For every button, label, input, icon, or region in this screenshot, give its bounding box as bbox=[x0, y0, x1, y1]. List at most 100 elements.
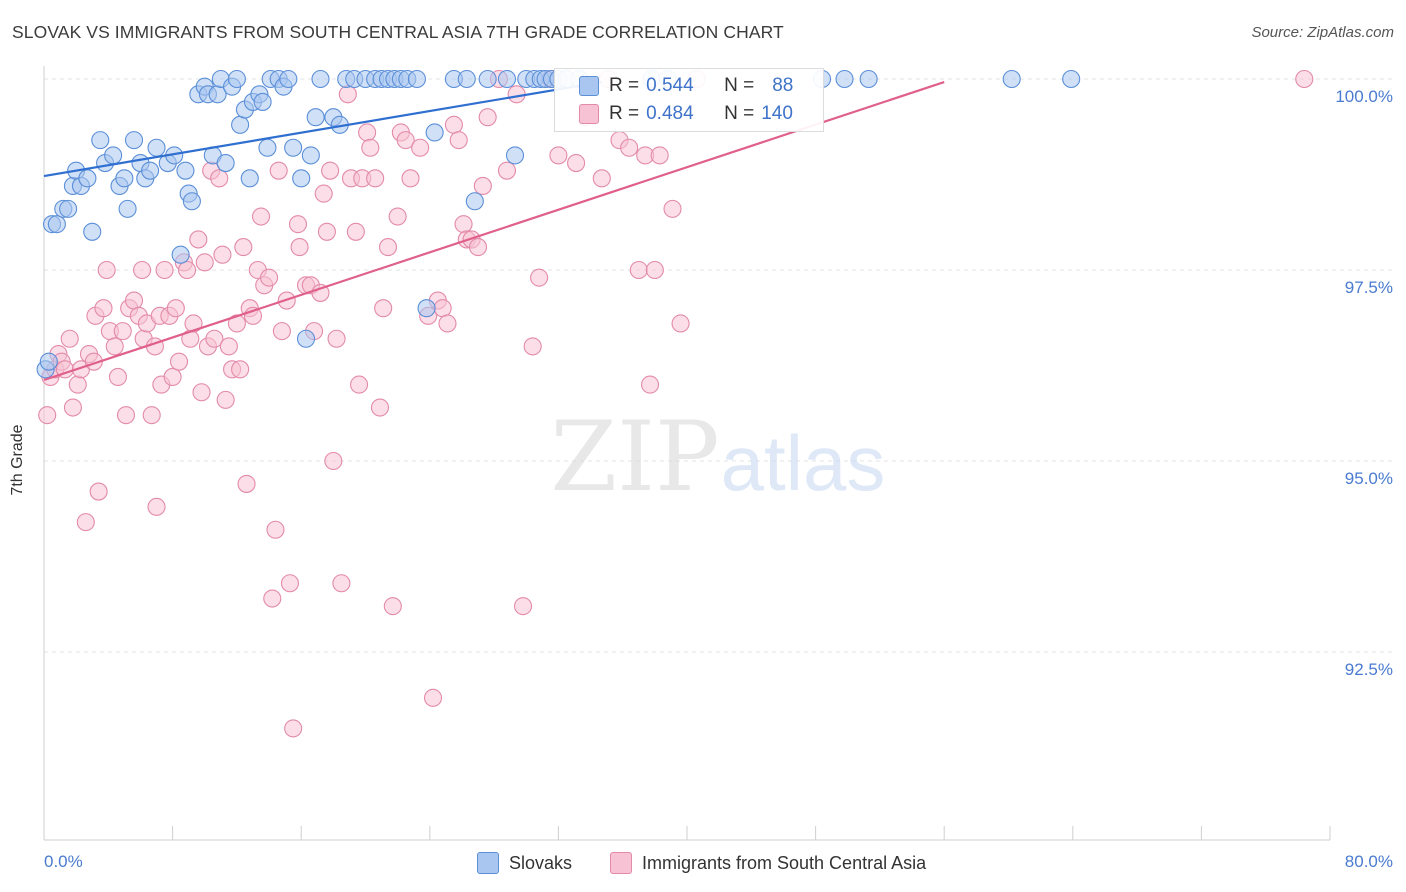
slovaks-trend-line bbox=[43, 80, 602, 178]
slovaks-point bbox=[859, 69, 878, 89]
immigrants-point bbox=[449, 131, 468, 150]
y-tick-label-97-5: 97.5% bbox=[1344, 278, 1393, 297]
immigrants-point bbox=[133, 260, 152, 280]
chart-title: SLOVAK VS IMMIGRANTS FROM SOUTH CENTRAL … bbox=[12, 22, 784, 42]
slovaks-point bbox=[227, 69, 246, 89]
y-tick-label-95: 95.0% bbox=[1344, 469, 1393, 488]
immigrants-point bbox=[213, 245, 232, 264]
watermark-atlas: atlas bbox=[721, 419, 886, 507]
immigrants-point bbox=[411, 138, 430, 157]
immigrants-point bbox=[311, 283, 330, 302]
immigrants-point bbox=[63, 398, 82, 417]
slovaks-point bbox=[301, 146, 320, 165]
immigrants-point bbox=[166, 299, 185, 318]
slovaks-point bbox=[465, 192, 484, 211]
immigrants-point bbox=[269, 161, 288, 180]
immigrants-point bbox=[383, 597, 402, 616]
legend-n-value: 88 bbox=[772, 75, 794, 96]
immigrants-point bbox=[507, 85, 526, 104]
slovaks-point bbox=[141, 161, 160, 180]
slovaks-point bbox=[83, 222, 102, 241]
immigrants-point bbox=[263, 589, 282, 608]
slovaks-point bbox=[407, 69, 426, 89]
slovaks-point bbox=[240, 169, 259, 188]
immigrants-point bbox=[205, 329, 224, 348]
immigrants-point bbox=[147, 497, 166, 516]
legend-swatch-slovaks bbox=[579, 76, 599, 96]
slovaks-point bbox=[311, 69, 330, 89]
y-tick-label-92-5: 92.5% bbox=[1344, 660, 1393, 679]
immigrants-point bbox=[259, 268, 279, 287]
immigrants-point bbox=[163, 367, 182, 387]
immigrants-point bbox=[280, 574, 299, 593]
immigrants-point bbox=[338, 85, 357, 104]
immigrants-point bbox=[97, 260, 116, 280]
immigrants-point bbox=[76, 513, 95, 532]
immigrants-point bbox=[396, 131, 415, 150]
immigrants-point bbox=[473, 176, 492, 196]
immigrants-point bbox=[629, 260, 648, 280]
immigrants-point bbox=[401, 169, 420, 188]
bottom-legend-label-immigrants: Immigrants from South Central Asia bbox=[642, 852, 927, 873]
immigrants-point bbox=[549, 146, 568, 165]
immigrants-point bbox=[113, 322, 132, 341]
immigrants-point bbox=[108, 367, 127, 387]
immigrants-point bbox=[423, 688, 443, 707]
immigrants-point bbox=[116, 406, 136, 425]
bottom-legend-swatch-slovaks bbox=[477, 852, 499, 874]
immigrants-point bbox=[378, 238, 398, 257]
watermark-zip: ZIP bbox=[550, 401, 719, 513]
slovaks-point bbox=[124, 131, 144, 150]
slovaks-point bbox=[115, 169, 134, 188]
immigrants-point bbox=[105, 337, 124, 356]
immigrants-point bbox=[94, 299, 113, 318]
immigrants-point bbox=[438, 314, 457, 333]
legend-r-label: R = bbox=[609, 75, 640, 96]
legend-r-label: R = bbox=[609, 103, 640, 124]
slovaks-point bbox=[1062, 69, 1081, 89]
immigrants-point bbox=[169, 352, 189, 371]
immigrants-point bbox=[178, 260, 197, 280]
slovaks-point bbox=[425, 123, 444, 142]
immigrants-point bbox=[219, 337, 238, 356]
immigrants-point bbox=[454, 215, 473, 234]
legend-row-immigrants: R = 0.484 N = 140 bbox=[555, 101, 793, 127]
immigrants-point bbox=[189, 230, 208, 249]
slovaks-point bbox=[417, 299, 436, 318]
immigrants-point bbox=[68, 375, 87, 394]
immigrants-point bbox=[358, 123, 377, 142]
immigrants-point bbox=[251, 207, 271, 226]
immigrants-point bbox=[317, 222, 336, 241]
slovaks-point bbox=[253, 92, 272, 111]
immigrants-point bbox=[288, 215, 308, 234]
legend-swatch-immigrants bbox=[579, 104, 599, 124]
immigrants-point bbox=[237, 474, 256, 493]
immigrants-point bbox=[592, 169, 611, 188]
slovaks-point bbox=[147, 138, 166, 157]
slovaks-point bbox=[835, 69, 854, 89]
immigrants-point bbox=[444, 115, 463, 134]
slovaks-point bbox=[306, 108, 325, 127]
slovaks-point bbox=[171, 245, 190, 264]
slovaks-point bbox=[457, 69, 476, 89]
bottom-legend-immigrants: Immigrants from South Central Asia bbox=[610, 852, 926, 874]
immigrants-point bbox=[497, 161, 517, 180]
legend-n-value: 140 bbox=[761, 103, 793, 124]
immigrants-point bbox=[290, 238, 309, 257]
immigrants-point bbox=[142, 406, 161, 425]
immigrants-point bbox=[361, 138, 380, 157]
legend-row-slovaks: R = 0.544 N = 88 bbox=[555, 73, 793, 99]
immigrants-point bbox=[38, 406, 57, 425]
immigrants-point bbox=[530, 268, 549, 287]
immigrants-point bbox=[266, 520, 285, 539]
immigrants-point bbox=[374, 299, 393, 318]
slovaks-point bbox=[478, 69, 497, 89]
immigrants-point bbox=[327, 329, 346, 348]
immigrants-point bbox=[314, 184, 333, 203]
immigrants-point bbox=[1295, 69, 1314, 89]
x-tick-label-min: 0.0% bbox=[44, 852, 83, 871]
immigrants-point bbox=[523, 337, 542, 356]
slovaks-point bbox=[182, 192, 201, 211]
immigrants-point bbox=[324, 451, 343, 471]
immigrants-point bbox=[513, 597, 533, 616]
